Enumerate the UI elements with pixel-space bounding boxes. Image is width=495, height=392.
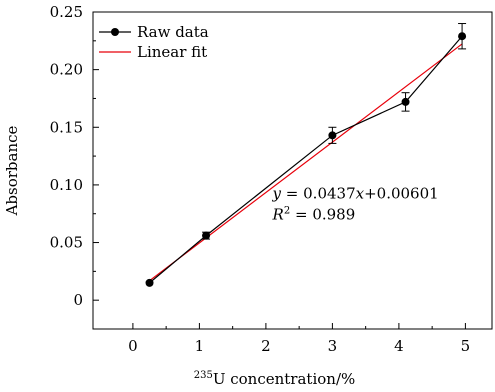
raw-data-point [458,32,467,41]
plot-frame [92,11,493,330]
fit-equation: y = 0.0437x+0.00601 [272,185,439,203]
y-tick-label: 0.25 [50,3,83,21]
x-tick-label: 4 [394,337,404,355]
legend-label-linear-fit: Linear fit [137,43,207,61]
fit-equation-y: y [272,185,282,203]
r-squared-value: = 0.989 [290,206,355,224]
plot-area [92,11,493,330]
y-tick-label: 0.15 [50,118,83,136]
x-tick-label: 0 [128,337,138,355]
fit-equation-annotation: y = 0.0437x+0.00601 R2 = 0.989 [272,185,439,224]
x-tick-label: 1 [195,337,205,355]
r-squared: R2 = 0.989 [272,206,356,224]
raw-data-point [328,131,337,140]
r-squared-superscript: 2 [284,206,290,217]
y-axis-label: Absorbance [3,125,21,216]
x-axis-label: 235U concentration/% [194,370,356,388]
raw-data-point [145,278,154,287]
linear-fit-line [149,43,463,282]
x-tick-label: 5 [461,337,471,355]
fit-equation-x: x [356,185,365,203]
fit-equation-intercept: +0.00601 [364,185,439,203]
y-tick-label: 0.05 [50,234,83,252]
raw-data-point [401,97,410,106]
x-axis-label-superscript: 235 [194,370,213,381]
y-tick-label: 0.20 [50,61,83,79]
raw-data-point [202,231,211,240]
y-tick-label: 0 [73,291,83,309]
x-tick-label: 2 [261,337,271,355]
series-layer [145,23,467,287]
r-squared-symbol: R [272,206,284,224]
x-axis-label-main: U concentration/% [213,370,355,388]
x-tick-label: 3 [328,337,338,355]
legend: Raw data Linear fit [99,23,209,61]
legend-marker-raw-data [111,28,119,36]
x-axis: 0 1 2 3 4 5 [128,323,470,355]
legend-label-raw-data: Raw data [137,23,209,41]
fit-equation-slope: = 0.0437 [281,185,356,203]
y-tick-label: 0.10 [50,176,83,194]
y-axis: 0 0.05 0.10 0.15 0.20 0.25 [50,3,99,309]
